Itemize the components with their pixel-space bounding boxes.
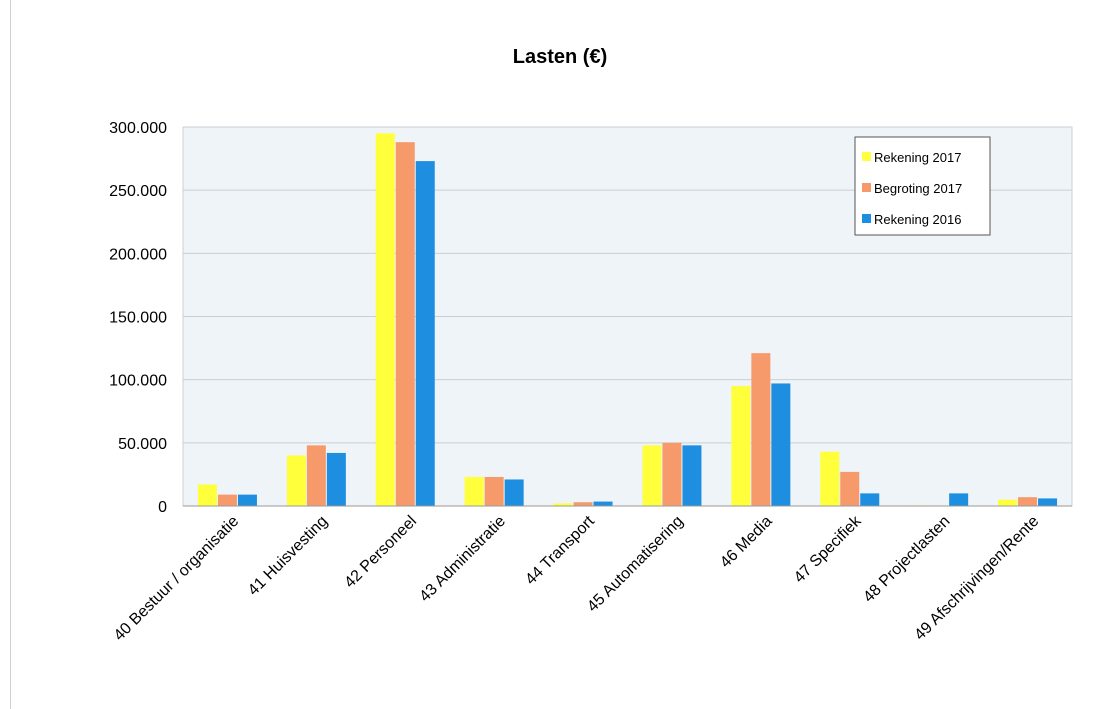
- bar: [573, 502, 593, 506]
- bar: [553, 503, 573, 506]
- bar: [949, 493, 969, 506]
- x-category-label: 44 Transport: [522, 512, 598, 588]
- bar: [395, 142, 415, 506]
- chart-title: Lasten (€): [513, 46, 607, 68]
- y-tick-label: 50.000: [118, 436, 167, 453]
- bar: [998, 499, 1018, 506]
- x-category-label: 42 Personeel: [341, 513, 420, 592]
- bar: [237, 494, 257, 506]
- legend-label: Rekening 2017: [874, 150, 961, 165]
- legend-swatch: [862, 152, 871, 161]
- legend-label: Rekening 2016: [874, 212, 961, 227]
- bar: [1038, 498, 1058, 506]
- y-tick-label: 300.000: [109, 120, 167, 137]
- x-category-label: 46 Media: [717, 513, 776, 572]
- x-category-label: 41 Huisvesting: [245, 513, 331, 599]
- bar: [484, 476, 504, 506]
- bar: [820, 451, 840, 506]
- bar: [375, 133, 395, 507]
- bar: [326, 452, 346, 506]
- x-category-label: 47 Specifiek: [791, 512, 865, 586]
- bar: [217, 494, 237, 506]
- bar: [306, 445, 326, 506]
- bar: [197, 484, 217, 506]
- legend-swatch: [862, 214, 871, 223]
- x-category-label: 43 Administratie: [416, 513, 509, 606]
- legend-swatch: [862, 183, 871, 192]
- y-tick-label: 0: [158, 499, 167, 516]
- legend-box: [854, 136, 991, 236]
- bar: [662, 442, 682, 506]
- bar: [731, 385, 751, 506]
- bar: [415, 161, 435, 507]
- gridlines: [183, 126, 1072, 444]
- y-axis-ticks: 0 50.000 100.000 150.000 200.000 250.000 300.0…: [109, 120, 167, 516]
- bar: [1018, 497, 1038, 506]
- bar: [464, 476, 484, 506]
- bar: [860, 493, 880, 506]
- bars: [197, 133, 1058, 507]
- page-edge-line: [10, 0, 11, 709]
- legend: Rekening 2017 Begroting 2017 Rekening 2016: [854, 136, 991, 236]
- bar: [504, 479, 524, 506]
- y-tick-label: 250.000: [109, 183, 167, 200]
- bar: [771, 383, 791, 506]
- x-category-label: 40 Bestuur / organisatie: [111, 513, 243, 645]
- bar: [593, 501, 613, 506]
- legend-label: Begroting 2017: [874, 181, 962, 196]
- y-tick-label: 150.000: [109, 310, 167, 327]
- x-axis-categories: 40 Bestuur / organisatie 41 Huisvesting 42…: [111, 512, 1043, 644]
- bar: [642, 445, 662, 506]
- bar: [751, 353, 771, 506]
- bar: [840, 471, 860, 506]
- y-tick-label: 200.000: [109, 246, 167, 263]
- bar: [682, 445, 702, 506]
- bar: [286, 455, 306, 506]
- x-category-label: 45 Automatisering: [584, 513, 687, 616]
- x-category-label: 48 Projectlasten: [860, 513, 953, 606]
- y-tick-label: 100.000: [109, 373, 167, 390]
